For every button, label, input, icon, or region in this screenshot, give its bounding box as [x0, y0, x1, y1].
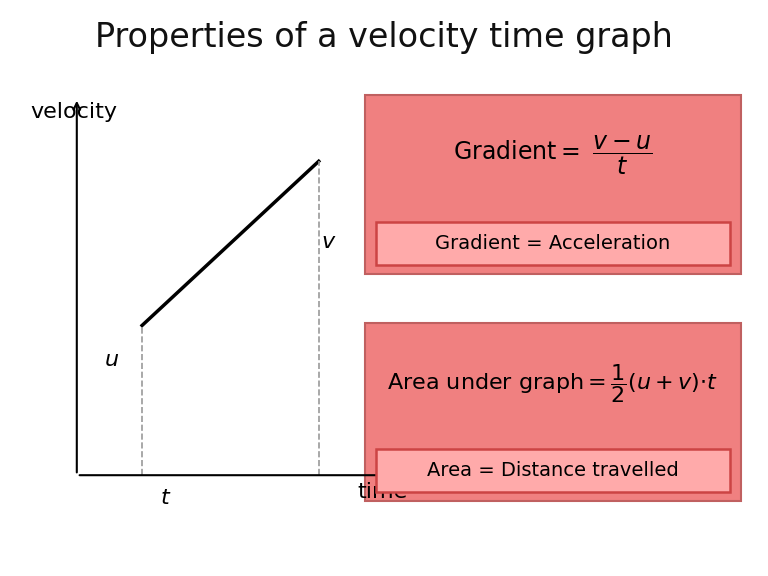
Text: u: u [105, 350, 119, 370]
Text: Gradient = Acceleration: Gradient = Acceleration [435, 234, 670, 253]
Text: $\mathrm{Gradient} = \ \dfrac{v - u}{t}$: $\mathrm{Gradient} = \ \dfrac{v - u}{t}$ [453, 134, 653, 177]
FancyBboxPatch shape [365, 95, 741, 274]
Text: Properties of a velocity time graph: Properties of a velocity time graph [95, 21, 673, 54]
Text: time: time [357, 483, 407, 502]
FancyBboxPatch shape [376, 449, 730, 492]
Text: velocity: velocity [31, 103, 118, 122]
Text: t: t [161, 488, 170, 508]
Text: $\mathrm{Area\ under\ graph} = \dfrac{1}{2}(u + v){\cdot}t$: $\mathrm{Area\ under\ graph} = \dfrac{1}… [387, 362, 719, 404]
Text: Area = Distance travelled: Area = Distance travelled [427, 461, 679, 480]
FancyBboxPatch shape [365, 323, 741, 501]
Text: v: v [321, 232, 334, 252]
FancyBboxPatch shape [376, 222, 730, 265]
